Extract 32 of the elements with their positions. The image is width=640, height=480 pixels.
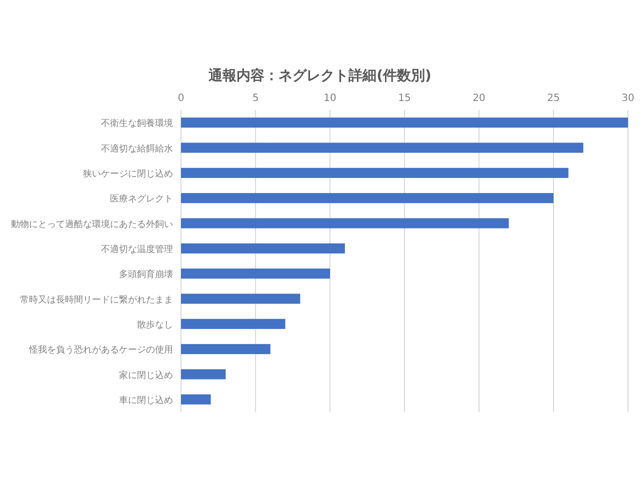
bar xyxy=(181,394,211,404)
x-tick-label: 20 xyxy=(472,93,486,104)
x-tick-label: 5 xyxy=(252,93,259,104)
bar xyxy=(181,193,554,204)
y-tick-label: 不適切な温度管理 xyxy=(101,244,173,255)
bar xyxy=(181,268,330,279)
bar xyxy=(181,168,568,178)
y-tick-label: 車に閉じ込め xyxy=(119,394,173,406)
x-tick-label: 0 xyxy=(178,93,184,104)
y-tick-label: 不適切な給餌給水 xyxy=(101,143,173,154)
y-tick-label: 散歩なし xyxy=(137,319,173,330)
bar xyxy=(181,318,286,329)
y-tick-label: 怪我を負う恐れがあるケージの使用 xyxy=(28,344,173,356)
bar xyxy=(181,118,628,128)
x-tick-label: 15 xyxy=(398,93,411,104)
bar xyxy=(181,294,300,304)
bar xyxy=(181,142,584,153)
bar xyxy=(181,218,509,228)
chart-title: 通報内容：ネグレクト詳細(件数別) xyxy=(208,67,432,84)
y-tick-label: 医療ネグレクト xyxy=(110,194,173,205)
x-tick-label: 10 xyxy=(324,93,336,104)
bar xyxy=(181,344,270,354)
bar xyxy=(181,369,226,380)
y-tick-label: 多頭飼育崩壊 xyxy=(119,269,173,280)
y-tick-label: 不衛生な飼養環境 xyxy=(101,118,173,130)
x-tick-label: 25 xyxy=(547,93,560,104)
bar xyxy=(181,243,345,254)
y-tick-label: 動物にとって過酷な環境にあたる外飼い xyxy=(11,218,173,230)
y-tick-label: 常時又は長時間リードに繋がれたまま xyxy=(20,294,173,306)
y-tick-label: 狭いケージに閉じ込め xyxy=(83,168,173,180)
y-tick-label: 家に閉じ込め xyxy=(119,370,173,381)
x-tick-label: 30 xyxy=(622,93,634,104)
